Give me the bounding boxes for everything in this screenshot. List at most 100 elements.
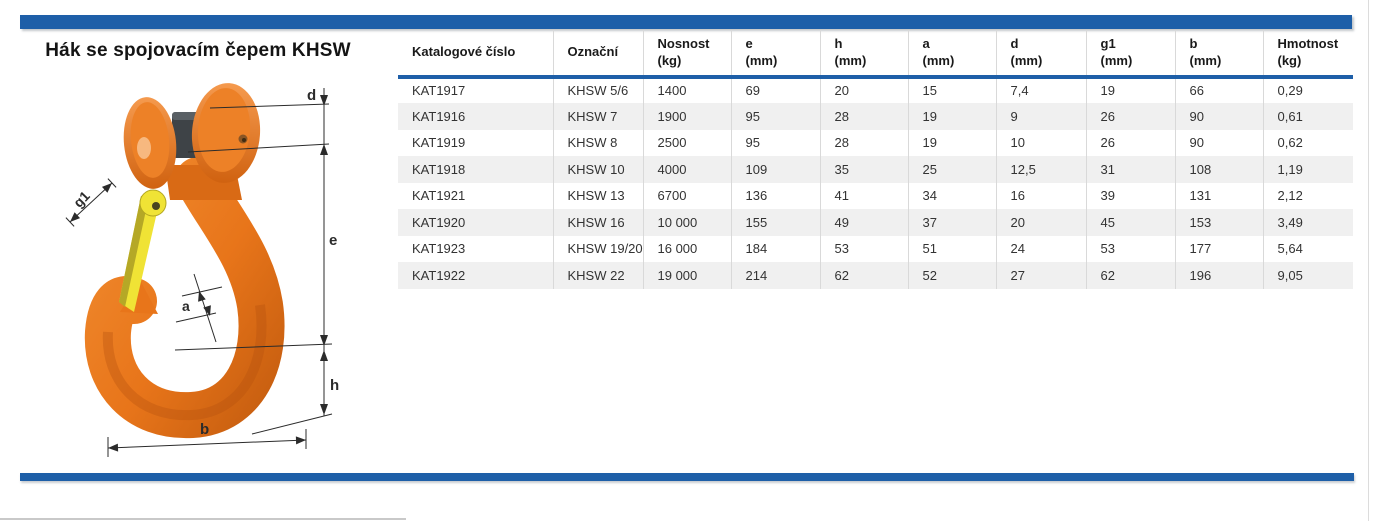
table-row: KAT1920 KHSW 16 10 000 155 49 37 20 45 153 3,49 [398,209,1353,236]
table-cell: 39 [1085,182,1175,209]
table-cell: KHSW 10 [552,156,643,183]
table-cell: KHSW 5/6 [552,76,643,103]
table-cell: 136 [730,182,820,209]
table-cell: 4000 [642,156,731,183]
hook-illustration [84,83,285,439]
table-cell: KHSW 16 [552,209,643,236]
table-row: KAT1918 KHSW 10 4000 109 35 25 12,5 31 108 1,19 [398,156,1353,183]
col-header-b: b (mm) [1174,29,1263,79]
table-cell: 26 [1085,103,1175,130]
table-cell: KAT1921 [412,188,466,204]
table-cell: 16 000 [642,235,731,262]
table-cell: KAT1919 [412,135,466,151]
clevis-lobes [123,83,261,189]
dim-label-d: d [307,87,316,104]
latch-pivot-hole [152,202,160,210]
table-cell: 1,19 [1262,156,1353,183]
spec-table: Katalogové číslo Označní Nosnost (kg) e (m… [398,29,1353,289]
table-cell: 37 [907,209,996,236]
table-cell: 52 [907,262,996,289]
col-header-g1: g1 (mm) [1085,29,1175,79]
table-cell: KAT1922 [412,267,466,283]
table-cell: 26 [1085,129,1175,156]
table-cell: 19 [1085,76,1175,103]
table-cell: 9 [995,103,1086,130]
table-cell: 109 [730,156,820,183]
table-cell: 5,64 [1262,235,1353,262]
table-cell: 20 [995,209,1086,236]
content-right-border [1368,0,1369,521]
table-cell: 95 [730,129,820,156]
col-header-oznacni: Označní [552,29,643,79]
table-cell: 95 [730,103,820,130]
table-cell: KHSW 19/20 [552,235,643,262]
table-cell: 10 000 [642,209,731,236]
dim-label-g1: g1 [70,188,93,211]
table-cell: KAT1916 [412,108,466,124]
table-row: KAT1919 KHSW 8 2500 95 28 19 10 26 90 0,62 [398,129,1353,156]
table-cell: 35 [819,156,908,183]
table-cell: KHSW 22 [552,262,643,289]
next-section-edge [0,518,406,520]
table-cell: 7,4 [995,76,1086,103]
table-cell: 69 [730,76,820,103]
table-cell: 28 [819,129,908,156]
table-cell: 90 [1174,103,1263,130]
table-cell: 41 [819,182,908,209]
clevis-hole [137,137,151,159]
table-cell: 31 [1085,156,1175,183]
table-cell: 51 [907,235,996,262]
table-cell: 49 [819,209,908,236]
table-cell: KAT1917 [412,83,466,99]
table-cell: 0,61 [1262,103,1353,130]
table-cell: 12,5 [995,156,1086,183]
table-cell: 214 [730,262,820,289]
table-cell: KHSW 13 [552,182,643,209]
table-cell: 2,12 [1262,182,1353,209]
table-cell: 0,29 [1262,76,1353,103]
table-cell: 25 [907,156,996,183]
hook-dimension-diagram: d e h g1 a b [65,83,339,457]
table-cell: 10 [995,129,1086,156]
table-cell: 20 [819,76,908,103]
table-cell: KAT1923 [412,241,466,257]
table-cell: 153 [1174,209,1263,236]
col-header-h: h (mm) [819,29,908,79]
table-cell: 184 [730,235,820,262]
table-cell: 108 [1174,156,1263,183]
table-cell: 66 [1174,76,1263,103]
dim-label-e: e [329,232,337,249]
table-cell: 2500 [642,129,731,156]
table-cell: 1900 [642,103,731,130]
table-cell: KHSW 8 [552,129,643,156]
table-cell: 15 [907,76,996,103]
table-row: KAT1921 KHSW 13 6700 136 41 34 16 39 131 2,12 [398,182,1353,209]
col-header-hmotnost: Hmotnost (kg) [1262,29,1353,79]
table-cell: 34 [907,182,996,209]
table-cell: 6700 [642,182,731,209]
table-cell: 62 [819,262,908,289]
table-cell: 19 000 [642,262,731,289]
top-divider-bar [20,15,1352,29]
table-cell: 19 [907,103,996,130]
table-row: KAT1917 KHSW 5/6 1400 69 20 15 7,4 19 66 0,29 [398,76,1353,103]
table-cell: KHSW 7 [552,103,643,130]
table-cell: 177 [1174,235,1263,262]
table-cell: 16 [995,182,1086,209]
table-cell: 53 [1085,235,1175,262]
safety-latch [119,189,167,312]
table-cell: 90 [1174,129,1263,156]
dim-label-h: h [330,377,339,394]
table-cell: 27 [995,262,1086,289]
table-cell: 131 [1174,182,1263,209]
table-cell: 53 [819,235,908,262]
table-cell: 155 [730,209,820,236]
table-cell: 19 [907,129,996,156]
table-row: KAT1923 KHSW 19/20 16 000 184 53 51 24 53 177 5,6… [398,235,1353,262]
spec-table-body: KAT1917 KHSW 5/6 1400 69 20 15 7,4 19 66 0,29 KAT1… [398,76,1353,289]
table-cell: 1400 [642,76,731,103]
dim-label-b: b [200,421,209,438]
table-cell: KAT1920 [412,214,466,230]
table-row: KAT1922 KHSW 22 19 000 214 62 52 27 62 196 9,05 [398,262,1353,289]
